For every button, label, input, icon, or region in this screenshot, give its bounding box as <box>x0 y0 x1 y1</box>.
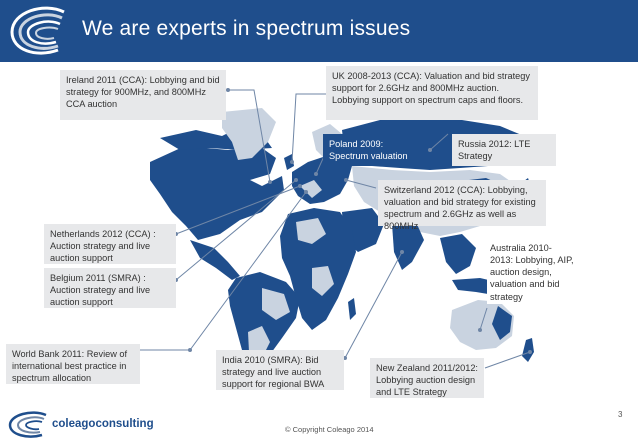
map-africa-light-center <box>312 266 334 296</box>
map-africa-light-north <box>296 218 326 244</box>
callout-australia: Australia 2010-2013: Lobbying, AIP, auct… <box>487 240 577 304</box>
page-number: 3 <box>618 410 623 419</box>
connector-lines <box>140 89 531 369</box>
map-brazil-light <box>262 288 290 320</box>
map-uk <box>284 154 294 170</box>
footer-copyright: © Copyright Coleago 2014 <box>285 425 374 434</box>
callout-new-zealand: New Zealand 2011/2012: Lobbying auction … <box>370 358 484 398</box>
callout-netherlands: Netherlands 2012 (CCA) : Auction strateg… <box>44 224 176 264</box>
callout-russia: Russia 2012: LTE Strategy <box>452 134 556 166</box>
map-north-america <box>150 146 284 240</box>
map-central-america <box>190 240 240 280</box>
footer-logo-text: coleagoconsulting <box>52 418 154 430</box>
map-madagascar <box>348 298 356 320</box>
callout-belgium: Belgium 2011 (SMRA) : Auction strategy a… <box>44 268 176 308</box>
callout-india: India 2010 (SMRA): Bid strategy and live… <box>216 350 344 390</box>
map-new-zealand <box>522 338 534 362</box>
coleago-swirl-logo-icon <box>10 6 65 55</box>
callout-world-bank: World Bank 2011: Review of international… <box>6 344 140 384</box>
header-bar: We are experts in spectrum issues <box>0 0 638 62</box>
map-australia-dark <box>492 306 512 340</box>
callout-switzerland: Switzerland 2012 (CCA): Lobbying, valuat… <box>378 180 546 231</box>
map-india <box>392 222 424 270</box>
coleago-footer-logo-icon <box>8 411 47 438</box>
callout-poland: Poland 2009: Spectrum valuation <box>323 134 427 166</box>
map-greenland <box>222 108 276 160</box>
connector-dots <box>174 88 532 360</box>
map-southeast-asia <box>440 234 476 274</box>
callout-uk: UK 2008-2013 (CCA): Valuation and bid st… <box>326 66 538 120</box>
callout-ireland: Ireland 2011 (CCA): Lobbying and bid str… <box>60 70 226 120</box>
map-europe-light <box>300 180 322 198</box>
page-title: We are experts in spectrum issues <box>82 17 411 40</box>
